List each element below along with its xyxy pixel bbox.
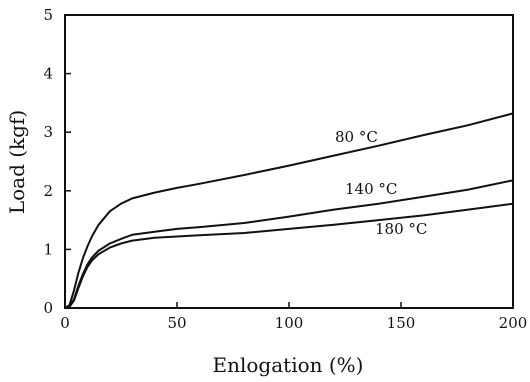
series-labels: 80 °C 140 °C 180 °C	[335, 128, 427, 238]
series-line-2	[64, 202, 514, 309]
x-axis-title: Enlogation (%)	[213, 353, 364, 377]
series-label-80c: 80 °C	[335, 128, 378, 146]
series-line-0	[64, 112, 514, 309]
y-tick-label: 5	[43, 6, 53, 24]
y-tick-label: 3	[43, 123, 53, 141]
plot-frame	[64, 14, 514, 309]
x-tick-label: 0	[60, 314, 70, 332]
y-tick-label: 4	[43, 65, 53, 83]
y-tick-label: 1	[43, 240, 53, 258]
x-tick-label: 150	[387, 314, 416, 332]
y-axis-title: Load (kgf)	[5, 110, 29, 214]
y-tick-label: 2	[43, 182, 53, 200]
series-label-180c: 180 °C	[375, 220, 427, 238]
series-label-140c: 140 °C	[345, 180, 397, 198]
y-tick-label: 0	[43, 299, 53, 317]
x-tick-label: 200	[499, 314, 528, 332]
x-tick-label: 100	[275, 314, 304, 332]
axis-ticks: 0 50 100 150 200 0 1 2 3 4 5	[43, 6, 527, 332]
x-tick-label: 50	[167, 314, 186, 332]
series-group	[64, 112, 514, 309]
